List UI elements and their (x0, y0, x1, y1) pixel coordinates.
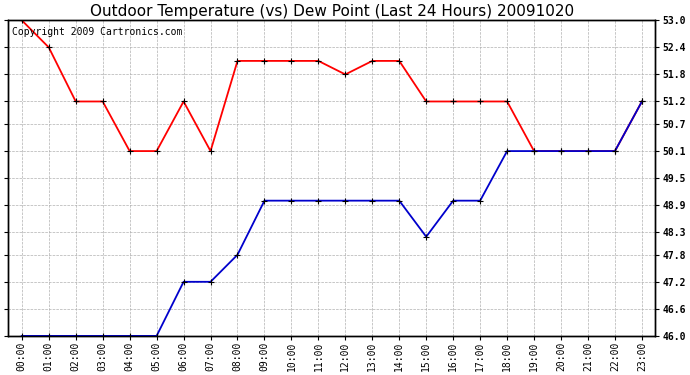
Title: Outdoor Temperature (vs) Dew Point (Last 24 Hours) 20091020: Outdoor Temperature (vs) Dew Point (Last… (90, 4, 574, 19)
Text: Copyright 2009 Cartronics.com: Copyright 2009 Cartronics.com (12, 27, 182, 37)
